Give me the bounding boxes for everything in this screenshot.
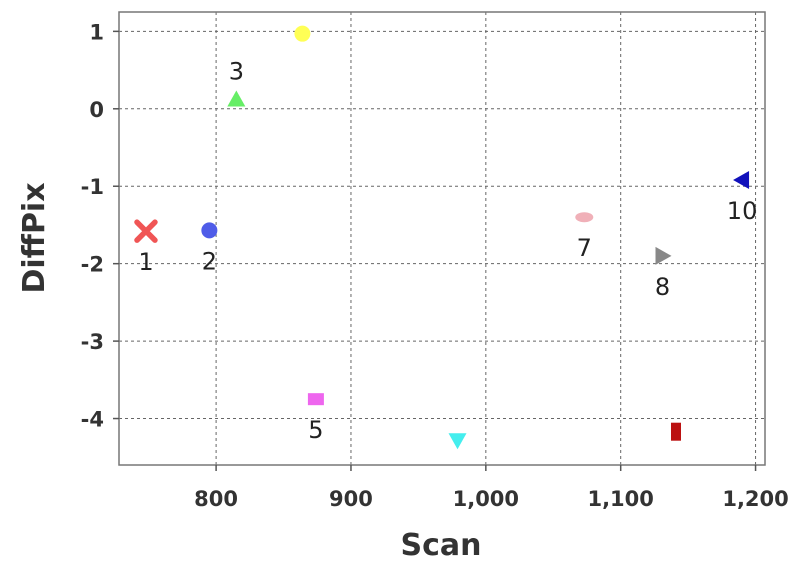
- y-tick-label: 0: [89, 98, 104, 122]
- x-tick-label: 900: [329, 487, 373, 511]
- point-label: 8: [655, 273, 670, 301]
- point-label: 3: [229, 58, 244, 86]
- data-point: [201, 222, 218, 239]
- x-tick-label: 1,000: [453, 487, 519, 511]
- data-point: [307, 393, 324, 406]
- data-point: [448, 433, 467, 450]
- x-tick-label: 1,200: [722, 487, 788, 511]
- x-tick-label: 800: [194, 487, 238, 511]
- point-labels: 1 2 3 5 7 8 10: [138, 58, 757, 445]
- y-tick-label: -3: [81, 330, 104, 354]
- data-point: [575, 212, 594, 223]
- point-label: 5: [308, 416, 323, 444]
- plot-frame: [118, 11, 766, 466]
- data-point: [227, 90, 246, 107]
- data-point: [733, 171, 750, 190]
- data-point: [294, 25, 311, 42]
- y-axis-title: DiffPix: [17, 182, 52, 293]
- x-tick-label: 1,100: [587, 487, 653, 511]
- point-label: 2: [202, 247, 217, 275]
- x-axis-ticks: 800 900 1,000 1,100 1,200: [194, 465, 789, 511]
- data-point: [670, 422, 681, 441]
- x-axis-title: Scan: [401, 528, 482, 563]
- data-point: [134, 219, 158, 243]
- y-tick-label: 1: [89, 20, 104, 44]
- y-tick-label: -1: [81, 175, 104, 199]
- point-label: 1: [138, 248, 153, 276]
- data-points: [134, 25, 750, 450]
- point-label: 7: [577, 234, 592, 262]
- data-point: [655, 246, 672, 265]
- point-label: 10: [727, 197, 758, 225]
- y-tick-label: -4: [81, 408, 104, 432]
- grid: [119, 12, 765, 465]
- y-tick-label: -2: [81, 253, 104, 277]
- y-axis-ticks: 1 0 -1 -2 -3 -4: [81, 20, 119, 432]
